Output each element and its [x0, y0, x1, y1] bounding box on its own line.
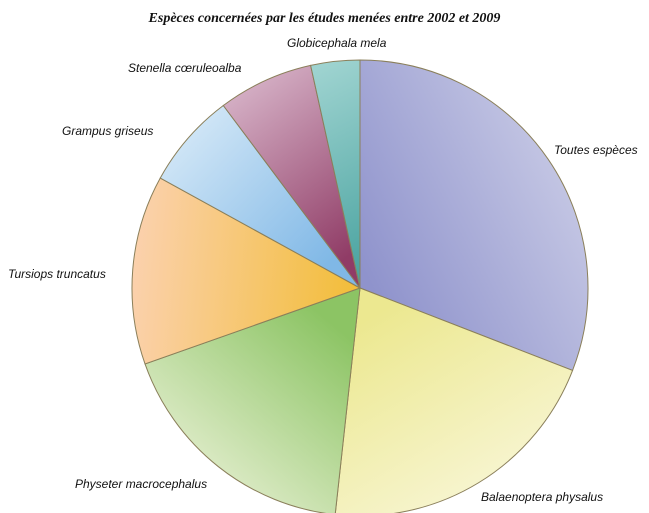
pie-slice-globicephala-mela	[310, 59, 361, 289]
slice-label-physeter-macrocephalus: Physeter macrocephalus	[75, 477, 207, 491]
pie-slices	[131, 59, 589, 513]
pie-slice-balaenoptera-physalus	[334, 287, 574, 513]
slice-label-grampus-griseus: Grampus griseus	[62, 124, 153, 138]
pie-labels: Toutes espèces Balaenoptera physalus Physe…	[8, 36, 638, 504]
slice-label-stenella-c-ruleoalba: Stenella cœruleoalba	[128, 61, 242, 75]
slice-label-tursiops-truncatus: Tursiops truncatus	[8, 267, 106, 281]
slice-label-globicephala-mela: Globicephala mela	[287, 36, 387, 50]
pie-slice-toutes-esp-ces	[359, 59, 589, 372]
pie-slice-tursiops-truncatus	[131, 177, 362, 365]
chart-title: Espèces concernées par les études menées…	[148, 11, 501, 26]
pie-slice-physeter-macrocephalus	[144, 287, 361, 513]
slice-label-balaenoptera-physalus: Balaenoptera physalus	[481, 490, 603, 504]
slice-label-toutes-esp-ces: Toutes espèces	[554, 143, 638, 157]
